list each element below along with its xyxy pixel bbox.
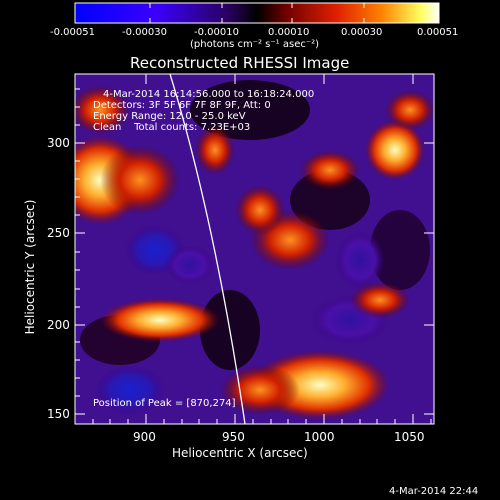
image-map xyxy=(75,74,434,424)
x-tick-950: 950 xyxy=(222,430,245,444)
colorbar-tick-3: 0.00010 xyxy=(268,27,310,38)
annotation-detectors: Detectors: 3F 5F 6F 7F 8F 9F, Att: 0 xyxy=(93,100,271,111)
x-axis-ticks xyxy=(92,74,432,424)
annotation-energy: Energy Range: 12.0 - 25.0 keV xyxy=(93,111,246,122)
x-tick-900: 900 xyxy=(133,430,156,444)
annotation-time-range: 4-Mar-2014 16:14:56.000 to 16:18:24.000 xyxy=(103,89,315,100)
colorbar-tick-2: -0.00010 xyxy=(194,27,239,38)
y-tick-300: 300 xyxy=(47,136,70,150)
colorbar xyxy=(74,2,440,24)
y-axis-ticks xyxy=(75,88,434,415)
colorbar-units: (photons cm⁻² s⁻¹ asec⁻²) xyxy=(190,39,320,50)
colorbar-tick-5: 0.00051 xyxy=(417,27,459,38)
x-tick-1050: 1050 xyxy=(394,430,425,444)
x-tick-1000: 1000 xyxy=(304,430,335,444)
annotation-peak: Position of Peak = [870,274] xyxy=(93,398,236,409)
plot-frame xyxy=(74,73,435,425)
y-axis-title: Heliocentric Y (arcsec) xyxy=(23,199,37,335)
colorbar-tick-1: -0.00030 xyxy=(122,27,167,38)
annotation-clean: Clean Total counts: 7.23E+03 xyxy=(93,122,251,133)
colorbar-tick-4: 0.00030 xyxy=(341,27,383,38)
y-tick-250: 250 xyxy=(47,226,70,240)
colorbar-tick-0: -0.00051 xyxy=(50,27,95,38)
y-tick-150: 150 xyxy=(47,407,70,421)
solar-limb-line xyxy=(169,74,246,424)
plot-title: Reconstructed RHESSI Image xyxy=(130,54,350,72)
colorbar-ticks xyxy=(74,3,440,23)
x-axis-title: Heliocentric X (arcsec) xyxy=(172,446,308,460)
footer-timestamp: 4-Mar-2014 22:44 xyxy=(389,486,479,497)
y-tick-200: 200 xyxy=(47,318,70,332)
